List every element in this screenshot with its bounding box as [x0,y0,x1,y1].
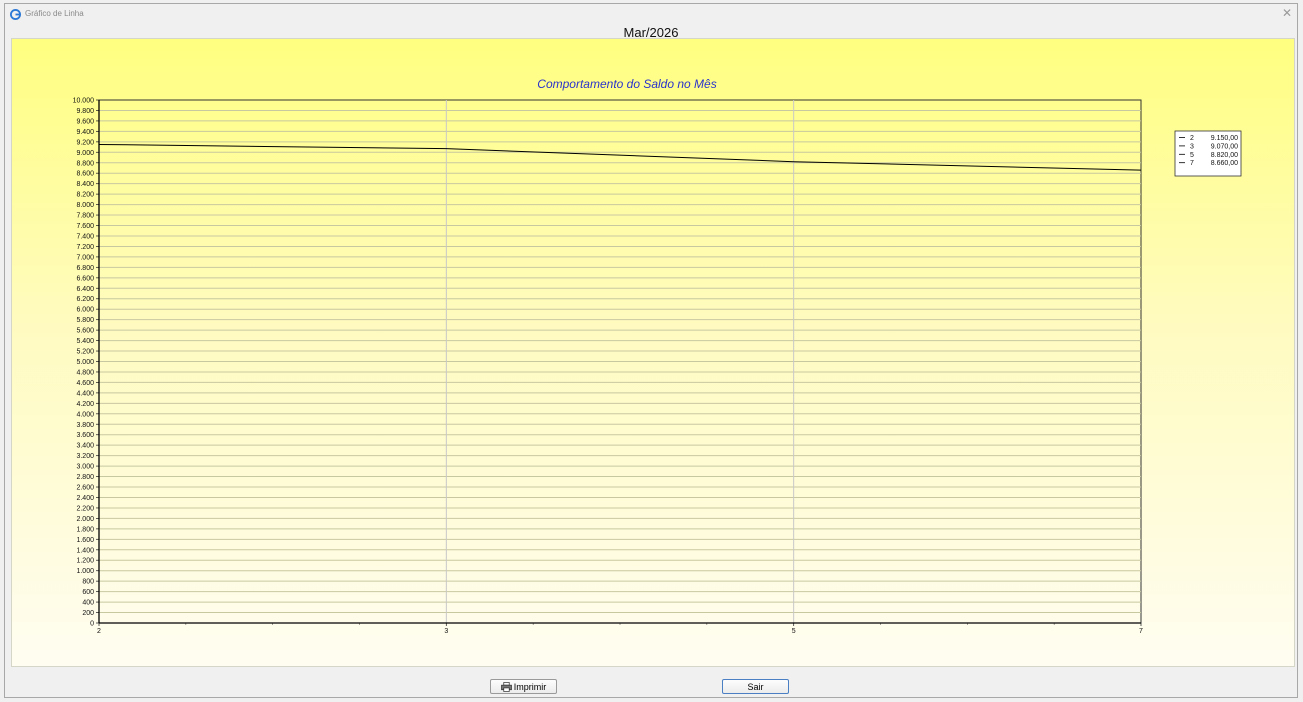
y-tick-label: 8.000 [76,202,94,209]
legend-value: 8.820,00 [1211,152,1238,159]
y-tick-label: 8.400 [76,181,94,188]
app-logo-icon [10,9,21,20]
y-tick-label: 2.000 [76,516,94,523]
print-button[interactable]: Imprimir [490,679,557,694]
y-tick-label: 6.800 [76,265,94,272]
y-tick-label: 0 [90,621,94,628]
y-tick-label: 8.800 [76,160,94,167]
y-tick-label: 800 [82,579,94,586]
y-tick-label: 400 [82,600,94,607]
window-title: Gráfico de Linha [25,9,84,18]
y-tick-label: 200 [82,610,94,617]
legend-label: 5 [1190,152,1194,159]
y-tick-label: 2.800 [76,474,94,481]
y-tick-label: 10.000 [73,98,95,105]
y-tick-label: 2.400 [76,495,94,502]
y-tick-label: 4.000 [76,411,94,418]
x-tick-label: 2 [97,628,101,635]
y-tick-label: 4.200 [76,401,94,408]
y-tick-label: 5.600 [76,328,94,335]
y-tick-label: 9.200 [76,139,94,146]
y-tick-label: 9.800 [76,108,94,115]
period-label: Mar/2026 [623,25,679,40]
y-tick-label: 4.600 [76,380,94,387]
y-tick-label: 9.600 [76,118,94,125]
y-tick-label: 8.200 [76,192,94,199]
title-bar: Gráfico de Linha ✕ [5,4,1297,24]
y-tick-label: 5.200 [76,349,94,356]
legend-label: 7 [1190,160,1194,167]
x-tick-label: 3 [444,628,448,635]
y-tick-label: 7.200 [76,244,94,251]
x-tick-label: 7 [1139,628,1143,635]
y-tick-label: 6.000 [76,307,94,314]
line-chart: Comportamento do Saldo no Mês 0 200 400 600 8… [73,77,1242,635]
y-tick-label: 9.000 [76,150,94,157]
legend-label: 3 [1190,143,1194,150]
printer-icon [500,681,512,692]
y-tick-label: 1.200 [76,558,94,565]
y-tick-label: 1.800 [76,526,94,533]
y-tick-label: 3.000 [76,464,94,471]
x-tick-label: 5 [792,628,796,635]
y-tick-label: 3.800 [76,422,94,429]
series-line [98,143,1142,171]
y-tick-label: 600 [82,589,94,596]
print-button-label: Imprimir [513,681,547,692]
y-tick-label: 6.400 [76,286,94,293]
y-tick-label: 5.000 [76,359,94,366]
y-tick-label: 2.200 [76,505,94,512]
y-tick-label: 6.200 [76,296,94,303]
y-tick-label: 1.400 [76,547,94,554]
y-tick-label: 3.400 [76,443,94,450]
y-tick-label: 8.600 [76,171,94,178]
legend-value: 8.660,00 [1211,160,1238,167]
legend-label: 2 [1190,135,1194,142]
y-tick-label: 3.600 [76,432,94,439]
y-tick-label: 7.000 [76,254,94,261]
legend-value: 9.070,00 [1211,143,1238,150]
chart-window: Gráfico de Linha ✕ Mar/2026 Comportament… [4,3,1298,698]
y-tick-label: 1.000 [76,568,94,575]
legend-box [1174,130,1242,177]
chart-panel: Comportamento do Saldo no Mês 0 200 400 600 8… [11,38,1295,667]
legend-value: 9.150,00 [1211,135,1238,142]
y-tick-label: 4.800 [76,369,94,376]
y-tick-label: 7.400 [76,233,94,240]
y-tick-label: 3.200 [76,453,94,460]
y-tick-label: 4.400 [76,390,94,397]
y-tick-label: 9.400 [76,129,94,136]
exit-button-label: Sair [747,681,764,692]
y-tick-label: 2.600 [76,485,94,492]
y-tick-label: 7.800 [76,213,94,220]
y-tick-label: 5.400 [76,338,94,345]
y-tick-label: 1.600 [76,537,94,544]
exit-button[interactable]: Sair [722,679,789,694]
y-tick-label: 7.600 [76,223,94,230]
close-icon[interactable]: ✕ [1281,6,1292,20]
chart-title: Comportamento do Saldo no Mês [537,77,716,91]
y-tick-label: 6.600 [76,275,94,282]
y-tick-label: 5.800 [76,317,94,324]
